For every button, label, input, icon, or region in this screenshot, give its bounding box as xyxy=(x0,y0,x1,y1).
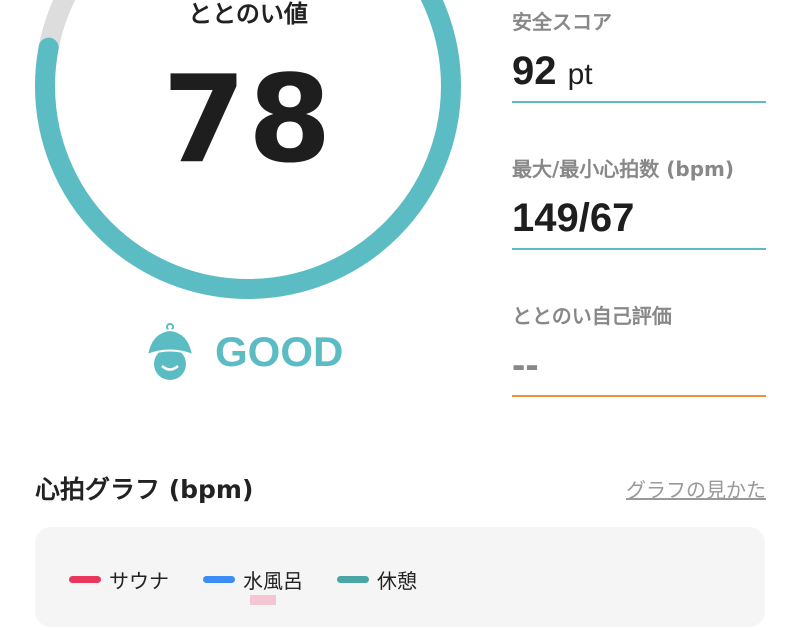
stat-value: 149/67 xyxy=(512,196,635,240)
graph-bar xyxy=(250,595,276,605)
divider xyxy=(512,395,766,397)
legend-swatch xyxy=(69,576,101,583)
divider xyxy=(512,101,766,103)
stat-value: -- xyxy=(512,343,539,387)
legend-label: 水風呂 xyxy=(243,569,303,593)
legend-label: 休憩 xyxy=(377,569,417,593)
status-indicator: GOOD xyxy=(143,322,343,382)
legend-item-cold-bath: 水風呂 xyxy=(203,565,303,594)
stat-label: 安全スコア xyxy=(512,10,612,34)
graph-help-link[interactable]: グラフの見かた xyxy=(626,478,766,502)
legend-item-sauna: サウナ xyxy=(69,565,169,594)
totonoi-gauge xyxy=(35,0,461,299)
stat-unit: pt xyxy=(567,58,593,91)
safety-score: 安全スコア 92 pt xyxy=(512,6,766,103)
heart-graph-card: サウナ 水風呂 休憩 xyxy=(35,527,765,627)
status-label: GOOD xyxy=(215,328,344,375)
gauge-value: 78 xyxy=(162,51,334,190)
legend-swatch xyxy=(337,576,369,583)
legend-swatch xyxy=(203,576,235,583)
self-evaluation[interactable]: ととのい自己評価 -- xyxy=(512,300,766,397)
heart-graph-title: 心拍グラフ (bpm) xyxy=(35,475,254,504)
sauna-hat-face-icon xyxy=(145,323,195,380)
stat-label: 最大/最小心拍数 (bpm) xyxy=(512,157,735,181)
legend-label: サウナ xyxy=(109,569,169,593)
heart-rate-range: 最大/最小心拍数 (bpm) 149/67 xyxy=(512,153,766,250)
legend-item-rest: 休憩 xyxy=(337,565,417,594)
gauge-fill xyxy=(35,0,461,299)
divider xyxy=(512,248,766,250)
gauge-label: ととのい値 xyxy=(188,0,308,28)
stat-label: ととのい自己評価 xyxy=(512,304,672,328)
legend: サウナ 水風呂 休憩 xyxy=(69,565,417,594)
stat-value: 92 xyxy=(512,49,557,93)
